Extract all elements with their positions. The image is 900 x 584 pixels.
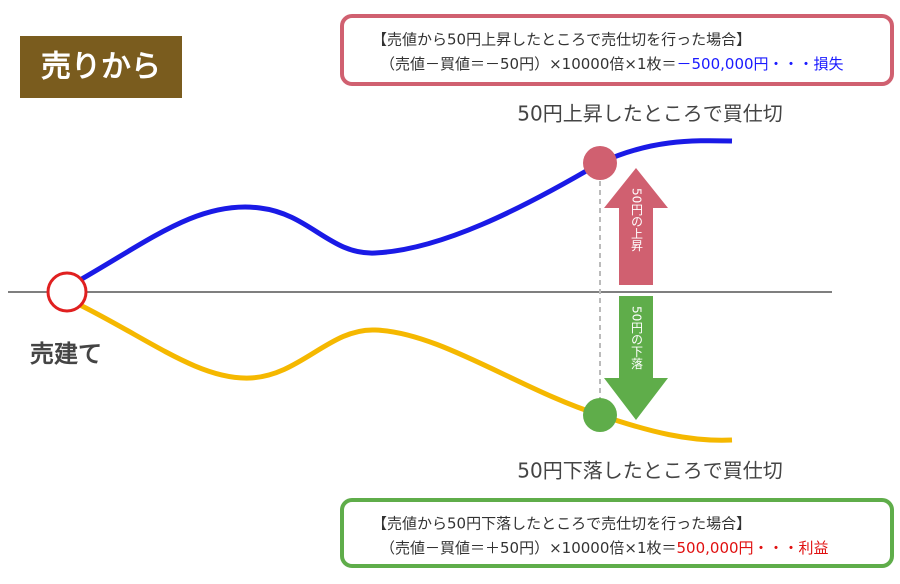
fall-curve: [78, 302, 733, 443]
bottom-box: [340, 498, 894, 568]
bottom-box-line2: （売値－買値＝＋50円）×10000倍×1枚＝500,000円・・・利益: [380, 539, 829, 557]
formula: （売値－買値＝－50円）×10000倍×1枚＝: [380, 55, 677, 73]
formula: （売値－買値＝＋50円）×10000倍×1枚＝: [380, 539, 677, 557]
upper-label: 50円上昇したところで買仕切: [517, 102, 782, 126]
badge-label: 売りから: [41, 50, 161, 85]
top-box-line1: 【売値から50円上昇したところで売仕切を行った場合】: [372, 31, 751, 49]
result: 500,000円・・・利益: [677, 539, 829, 557]
bottom-box-line1: 【売値から50円下落したところで売仕切を行った場合】: [372, 515, 751, 533]
lower-label: 50円下落したところで買仕切: [517, 459, 782, 483]
upper-point: [583, 146, 617, 180]
start-point: [46, 271, 88, 313]
up-arrow-label: 50円の上昇: [630, 188, 644, 252]
badge-bg: [20, 36, 182, 98]
rise-curve: [78, 138, 733, 283]
top-box-line2: （売値－買値＝－50円）×10000倍×1枚＝－500,000円・・・損失: [380, 55, 844, 73]
result: －500,000円・・・損失: [677, 55, 844, 73]
down-arrow: [604, 296, 668, 420]
up-arrow: [604, 168, 668, 285]
top-box: [340, 14, 894, 86]
down-arrow-label: 50円の下落: [630, 306, 644, 370]
start-label: 売建て: [30, 340, 102, 368]
lower-point: [583, 398, 617, 432]
